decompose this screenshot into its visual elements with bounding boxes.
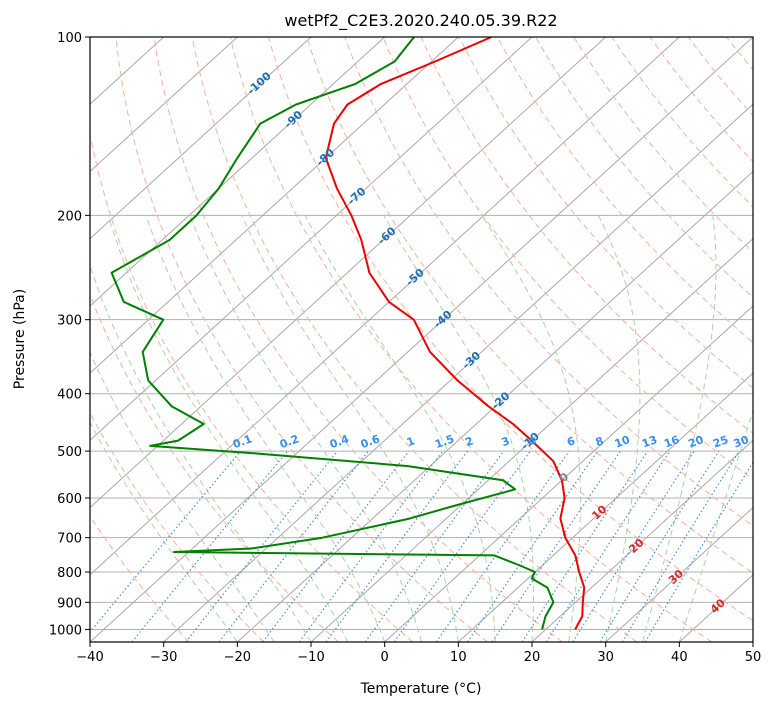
- y-tick-label: 500: [57, 445, 82, 460]
- isotherm-line: [90, 37, 459, 374]
- isotherm-line: [90, 37, 607, 509]
- dry-adiabat: [649, 37, 753, 163]
- mixing-ratio-label: 25: [711, 433, 730, 450]
- mixing-ratio-label: 16: [662, 433, 681, 451]
- moist-adiabat: [597, 215, 641, 642]
- dry-adiabat: [458, 37, 753, 389]
- y-tick-label: 900: [57, 596, 82, 611]
- mixing-ratio-label: 1: [405, 434, 417, 449]
- mixing-ratio-line: [364, 450, 505, 642]
- isotherm-line: [310, 237, 753, 642]
- moist-adiabat: [90, 264, 312, 642]
- mixing-ratio-line: [90, 450, 242, 634]
- mixing-ratio-label: 0.6: [359, 432, 382, 451]
- dry-adiabat: [90, 412, 264, 642]
- mixing-ratio-line: [131, 450, 289, 642]
- chart-title: wetPf2_C2E3.2020.240.05.39.R22: [284, 11, 557, 31]
- mixing-ratio-line: [393, 450, 531, 642]
- moist-adiabat: [304, 215, 496, 642]
- plot-frame: [89, 36, 754, 643]
- mixing-ratio-line: [572, 450, 695, 642]
- isotherm-line: [605, 506, 753, 642]
- moist-adiabat: [678, 409, 753, 642]
- isotherm-line: [531, 439, 753, 642]
- mixing-ratio-label: 30: [732, 433, 751, 451]
- y-tick-label: 700: [57, 532, 82, 547]
- isotherm-line: [90, 37, 680, 576]
- isotherm-line: [90, 37, 238, 173]
- mixing-ratio-line: [218, 450, 369, 642]
- dry-adiabat: [496, 37, 753, 344]
- mixing-ratio-label: 3: [500, 434, 512, 449]
- mixing-ratio-label: 10: [613, 433, 632, 451]
- y-tick-label: 300: [57, 314, 82, 329]
- y-axis-label: Pressure (hPa): [12, 289, 28, 389]
- axes: −40 −30 −20 −10 0 10 20 30 40 5010020030040050060…: [49, 31, 761, 665]
- moist-adiabat: [189, 215, 422, 642]
- moist-adiabat: [642, 215, 717, 642]
- dry-adiabat: [573, 37, 753, 253]
- isotherm-line: [90, 37, 753, 642]
- x-tick-label: −30: [150, 650, 177, 665]
- mixing-ratio-line: [467, 450, 599, 642]
- dry-adiabat: [344, 37, 753, 527]
- y-tick-label: 400: [57, 388, 82, 403]
- mixing-ratio-label: 0.4: [328, 432, 351, 451]
- dry-adiabat: [115, 37, 488, 642]
- mixing-ratio-line: [621, 450, 740, 642]
- isotherm-line: [90, 37, 312, 240]
- mixing-ratio-label: 6: [565, 434, 577, 449]
- x-tick-label: −20: [224, 650, 251, 665]
- moist-adiabat: [241, 215, 459, 642]
- y-tick-label: 600: [57, 492, 82, 507]
- plot-area: -100-90-80-70-60-50-40-30-20-10010203040…: [90, 37, 753, 642]
- mixing-ratio-label: 8: [594, 434, 606, 449]
- mixing-ratio-line: [262, 450, 410, 642]
- x-tick-label: 10: [450, 650, 467, 665]
- mixing-ratio-label: 0.1: [231, 432, 254, 451]
- y-tick-label: 100: [57, 31, 82, 46]
- isotherm-line: [90, 37, 386, 307]
- x-tick-label: 20: [524, 650, 541, 665]
- dewpoint-profile-line: [110, 37, 555, 630]
- y-tick-label: 1000: [49, 623, 82, 638]
- mixing-ratio-line: [599, 450, 720, 642]
- mixing-ratio-line: [185, 450, 339, 642]
- isotherm-line: [457, 372, 753, 642]
- x-tick-label: 30: [597, 650, 614, 665]
- dry-adiabat: [191, 37, 638, 642]
- mixing-ratio-label: 2: [464, 434, 476, 449]
- isotherm-line: [163, 103, 753, 642]
- moist-adiabat: [481, 215, 581, 642]
- mixing-ratio-label: 1.5: [433, 432, 456, 451]
- moist-adiabat: [145, 215, 386, 642]
- isotherm-line: [236, 170, 753, 642]
- x-tick-label: 50: [745, 650, 762, 665]
- x-tick-label: −10: [297, 650, 324, 665]
- dry-adiabat: [90, 131, 414, 642]
- dry-adiabat: [229, 37, 712, 642]
- moist-adiabat: [107, 215, 349, 642]
- dry-adiabat: [153, 37, 563, 642]
- dry-adiabat: [382, 37, 753, 481]
- x-tick-label: 40: [671, 650, 688, 665]
- mixing-ratio-label: 20: [687, 433, 706, 451]
- temperature-profile-line: [324, 37, 586, 630]
- dry-adiabat: [306, 37, 753, 574]
- x-tick-label: 0: [381, 650, 389, 665]
- x-tick-label: −40: [76, 650, 103, 665]
- mixing-ratio-label: 4: [526, 434, 538, 449]
- mixing-ratio-label: 13: [640, 433, 659, 450]
- mixing-ratio-label: 0.2: [278, 432, 301, 451]
- x-axis-label: Temperature (°C): [360, 681, 482, 697]
- dry-adiabat: [420, 37, 753, 434]
- y-tick-label: 800: [57, 566, 82, 581]
- y-tick-label: 200: [57, 209, 82, 224]
- dry-adiabat: [90, 293, 339, 642]
- mixing-ratio-line: [644, 461, 753, 642]
- isotherm-line: [384, 305, 753, 642]
- mixing-ratio-line: [545, 450, 671, 642]
- dry-adiabat: [268, 37, 753, 622]
